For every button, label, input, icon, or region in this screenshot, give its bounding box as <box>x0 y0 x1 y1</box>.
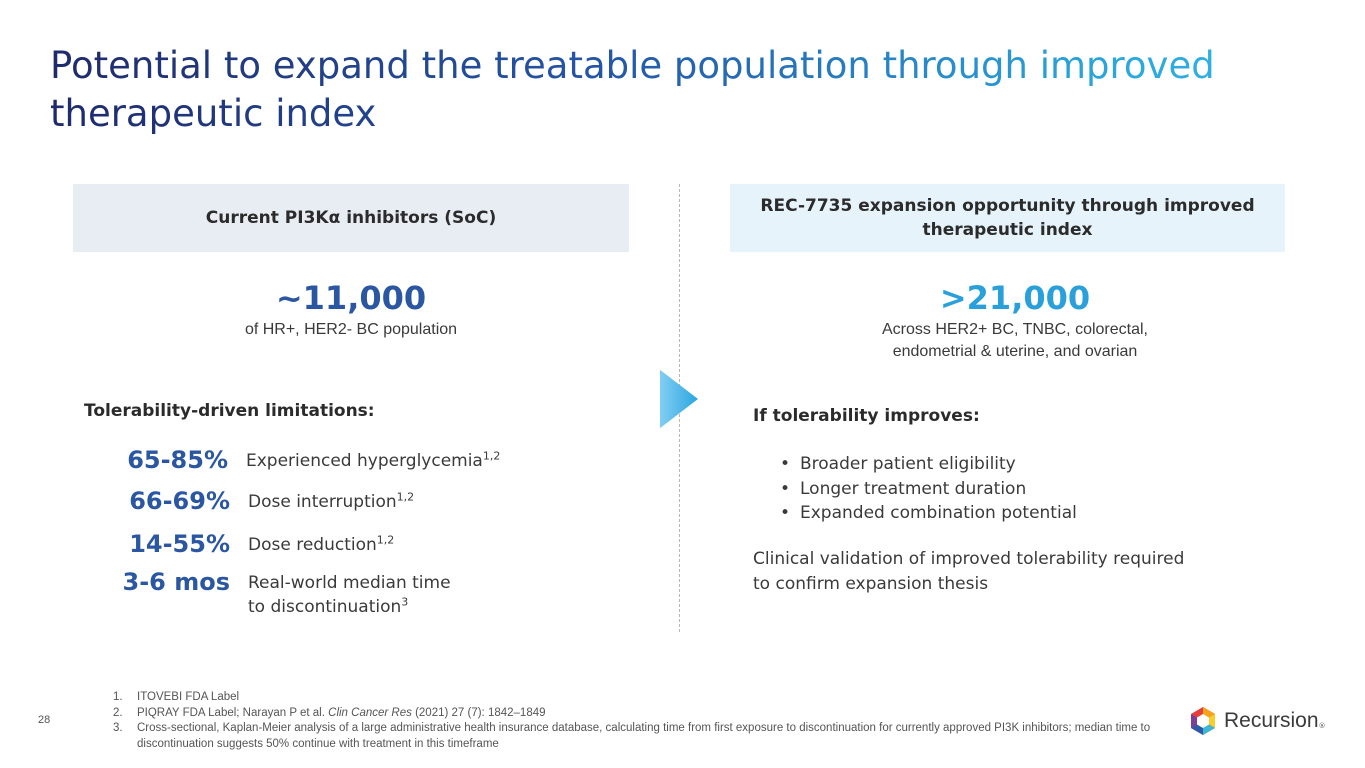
right-sub-stat: Across HER2+ BC, TNBC, colorectal, endom… <box>730 319 1300 363</box>
right-big-stat: >21,000 <box>939 279 1091 317</box>
clinical-line-1: Clinical validation of improved tolerabi… <box>753 549 1185 569</box>
stat-label-line-1: Real-world median time <box>248 573 451 593</box>
list-item: • Expanded combination potential <box>780 501 1077 526</box>
stat-footnote-ref: 1,2 <box>482 449 501 463</box>
stat-label: Real-world median time to discontinuatio… <box>248 567 451 619</box>
title-line-1: Potential to expand the treatable popula… <box>50 44 1215 87</box>
tolerability-heading: If tolerability improves: <box>753 406 980 426</box>
footnote-number: 1. <box>113 691 123 703</box>
hexagon-logo-icon <box>1191 707 1215 735</box>
stat-row-dose-interruption: 66-69% Dose interruption1,2 <box>100 486 660 516</box>
left-big-stat: ~11,000 <box>275 279 427 317</box>
footnote-text: Cross-sectional, Kaplan-Meier analysis o… <box>137 722 1151 750</box>
bullet-icon: • <box>780 454 791 474</box>
footnote-number: 2. <box>113 706 123 719</box>
stat-label: Dose interruption1,2 <box>248 486 414 514</box>
list-item-text: Longer treatment duration <box>800 478 1027 499</box>
stat-label-text: Dose interruption <box>248 492 397 512</box>
recursion-logo: Recursion ® <box>1190 706 1326 736</box>
stat-label-line-2: to discontinuation <box>248 597 402 617</box>
footnote-item: 3. Cross-sectional, Kaplan-Meier analysi… <box>113 721 1163 752</box>
clinical-validation-note: Clinical validation of improved tolerabi… <box>753 547 1293 597</box>
left-sub-stat: of HR+, HER2- BC population <box>244 321 458 338</box>
footnote-item: 1. ITOVEBI FDA Label <box>113 690 1163 706</box>
stat-footnote-ref: 1,2 <box>376 533 395 547</box>
stat-label: Dose reduction1,2 <box>248 529 394 557</box>
left-header-text: Current PI3Kα inhibitors (SoC) <box>205 208 497 228</box>
stat-value: 14-55% <box>129 530 230 558</box>
stat-label: Experienced hyperglycemia1,2 <box>246 445 500 473</box>
journal-name: Clin Cancer Res <box>328 706 412 719</box>
title-line-2: therapeutic index <box>50 92 377 135</box>
list-item: • Longer treatment duration <box>780 477 1077 502</box>
list-item: • Broader patient eligibility <box>780 452 1077 477</box>
stat-label-text: Experienced hyperglycemia <box>246 451 483 471</box>
page-number: 28 <box>38 714 51 726</box>
stat-footnote-ref: 3 <box>401 595 409 609</box>
right-sub-stat-line-1: Across HER2+ BC, TNBC, colorectal, <box>881 321 1148 338</box>
benefit-list: • Broader patient eligibility • Longer tre… <box>780 452 1077 526</box>
stat-value: 65-85% <box>127 446 228 474</box>
registered-mark: ® <box>1318 722 1326 730</box>
list-item-text: Broader patient eligibility <box>800 454 1016 474</box>
stat-footnote-ref: 1,2 <box>396 490 415 504</box>
stat-row-hyperglycemia: 65-85% Experienced hyperglycemia1,2 <box>100 445 660 475</box>
stat-row-dose-reduction: 14-55% Dose reduction1,2 <box>100 529 660 559</box>
right-column-header: REC-7735 expansion opportunity through i… <box>730 184 1285 252</box>
footnote-item: 2. PIQRAY FDA Label; Narayan P et al. Cl… <box>113 706 1163 722</box>
list-item-text: Expanded combination potential <box>800 503 1077 523</box>
footnote-number: 3. <box>113 722 123 734</box>
footnote-text: PIQRAY FDA Label; Narayan P et al. Clin … <box>137 706 546 722</box>
footnote-text: ITOVEBI FDA Label <box>137 691 240 703</box>
clinical-line-2: to confirm expansion thesis <box>753 574 989 594</box>
left-column-header: Current PI3Kα inhibitors (SoC) <box>73 184 629 252</box>
limitations-heading: Tolerability-driven limitations: <box>84 401 375 421</box>
footnote-text-part: (2021) 27 (7): 1842–1849 <box>411 706 546 719</box>
page-title: Potential to expand the treatable popula… <box>50 42 1290 138</box>
bullet-icon: • <box>780 503 791 523</box>
footnotes: 1. ITOVEBI FDA Label 2. PIQRAY FDA Label… <box>113 690 1163 752</box>
right-sub-stat-line-2: endometrial & uterine, and ovarian <box>892 343 1138 360</box>
logo-wordmark: Recursion <box>1224 709 1319 732</box>
stat-row-discontinuation: 3-6 mos Real-world median time to discon… <box>100 567 660 619</box>
stat-label-text: Dose reduction <box>248 535 377 555</box>
stat-value: 66-69% <box>129 487 230 515</box>
footnote-text-part: PIQRAY FDA Label; Narayan P et al. <box>137 706 329 719</box>
stat-value: 3-6 mos <box>122 568 231 596</box>
right-header-text: REC-7735 expansion opportunity through i… <box>760 196 1255 240</box>
bullet-icon: • <box>780 478 791 499</box>
